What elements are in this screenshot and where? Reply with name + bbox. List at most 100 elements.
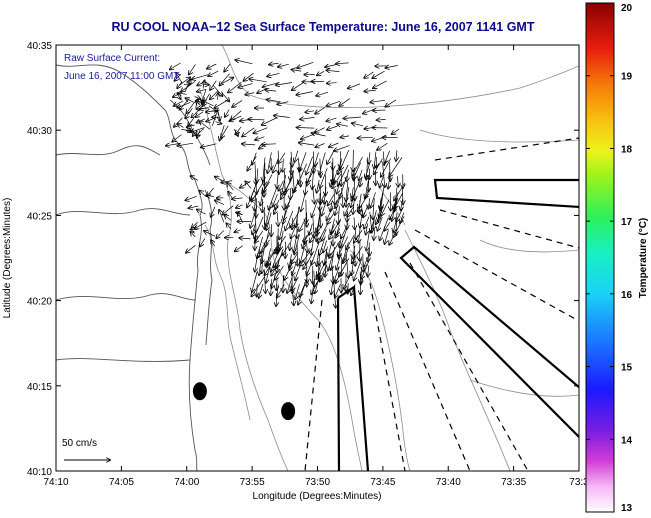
current-vector <box>335 198 340 215</box>
current-vector <box>331 276 334 294</box>
current-vector <box>343 246 350 263</box>
current-vector <box>223 205 234 215</box>
x-tick-label: 73:45 <box>370 477 395 488</box>
current-vector <box>252 222 257 234</box>
current-vector <box>211 206 216 217</box>
colorbar-tick-label: 17 <box>621 217 633 228</box>
current-vector <box>330 200 332 211</box>
current-vector <box>264 270 265 293</box>
current-vector <box>299 143 315 146</box>
current-vector <box>374 158 383 175</box>
current-vector <box>247 156 257 171</box>
current-vector <box>178 77 190 86</box>
current-vector <box>339 258 350 276</box>
current-vector <box>250 206 258 228</box>
current-vector <box>364 254 370 267</box>
current-vector <box>296 91 313 96</box>
current-vector <box>347 169 349 182</box>
current-vector <box>381 199 390 216</box>
current-vector <box>298 283 306 305</box>
current-vector <box>192 74 208 80</box>
current-vector <box>341 170 342 186</box>
current-vector <box>254 194 255 211</box>
current-vector <box>292 217 293 229</box>
current-vector <box>235 60 253 65</box>
current-vector <box>318 264 321 276</box>
current-vector <box>339 98 351 106</box>
current-vector <box>239 238 251 239</box>
current-vector <box>353 149 354 171</box>
current-vector <box>285 210 294 230</box>
current-vector <box>265 264 272 275</box>
current-vector <box>402 187 403 204</box>
current-vector <box>189 64 196 74</box>
current-vector <box>385 222 391 230</box>
current-vector <box>278 242 279 253</box>
current-vector <box>315 127 325 133</box>
current-vector <box>293 180 300 192</box>
current-vector <box>373 198 375 219</box>
current-vector <box>364 216 370 229</box>
current-vector <box>364 90 376 91</box>
current-vector <box>363 205 369 217</box>
current-vector <box>271 253 279 271</box>
current-vector <box>366 230 370 251</box>
current-vector <box>262 258 263 273</box>
current-vector <box>265 253 272 266</box>
current-vector <box>260 192 262 205</box>
current-vector <box>228 81 242 92</box>
current-vector <box>300 247 305 263</box>
current-vector <box>247 187 256 207</box>
current-vector <box>352 187 353 197</box>
current-vector <box>344 205 350 215</box>
current-vector <box>216 230 224 239</box>
current-vector <box>295 284 300 299</box>
current-vector <box>215 200 225 205</box>
current-vectors <box>166 60 405 308</box>
current-vector <box>340 149 350 170</box>
current-vector <box>249 79 267 83</box>
current-vector <box>178 124 184 128</box>
y-tick-label: 40:25 <box>27 211 52 222</box>
current-vector <box>355 228 356 239</box>
current-vector <box>316 91 328 96</box>
current-vector <box>266 212 272 230</box>
current-vector <box>282 242 291 255</box>
current-vector <box>267 72 280 76</box>
current-vector <box>277 170 279 188</box>
current-vector <box>385 150 390 164</box>
current-vector <box>235 245 243 252</box>
current-vector <box>242 127 255 137</box>
current-vector <box>185 107 193 118</box>
current-vector <box>194 97 201 100</box>
current-vector <box>278 152 286 164</box>
transect-dashed-lines <box>304 137 579 471</box>
current-vector <box>251 276 265 296</box>
current-vector <box>315 272 321 294</box>
current-vector <box>255 254 259 272</box>
current-vector <box>385 230 389 244</box>
current-vector <box>352 246 355 258</box>
current-vector <box>221 125 229 138</box>
current-vector <box>220 78 233 85</box>
current-vector <box>211 240 215 247</box>
current-vector <box>297 61 314 68</box>
current-vector <box>354 167 355 180</box>
current-vector <box>186 101 196 113</box>
current-vector <box>320 158 321 177</box>
current-vector <box>327 83 337 84</box>
current-vector <box>195 221 207 229</box>
current-vector <box>320 192 326 203</box>
current-vector <box>341 136 350 138</box>
current-vector <box>291 222 298 238</box>
x-tick-label: 73:50 <box>305 477 330 488</box>
current-vector <box>311 242 320 264</box>
current-vector <box>259 283 264 298</box>
current-vector <box>335 228 341 237</box>
current-vector <box>174 100 184 106</box>
current-vector <box>232 100 243 107</box>
current-vector <box>312 198 319 217</box>
current-vector <box>204 231 216 237</box>
current-vector <box>303 235 307 248</box>
current-vector <box>177 143 194 146</box>
